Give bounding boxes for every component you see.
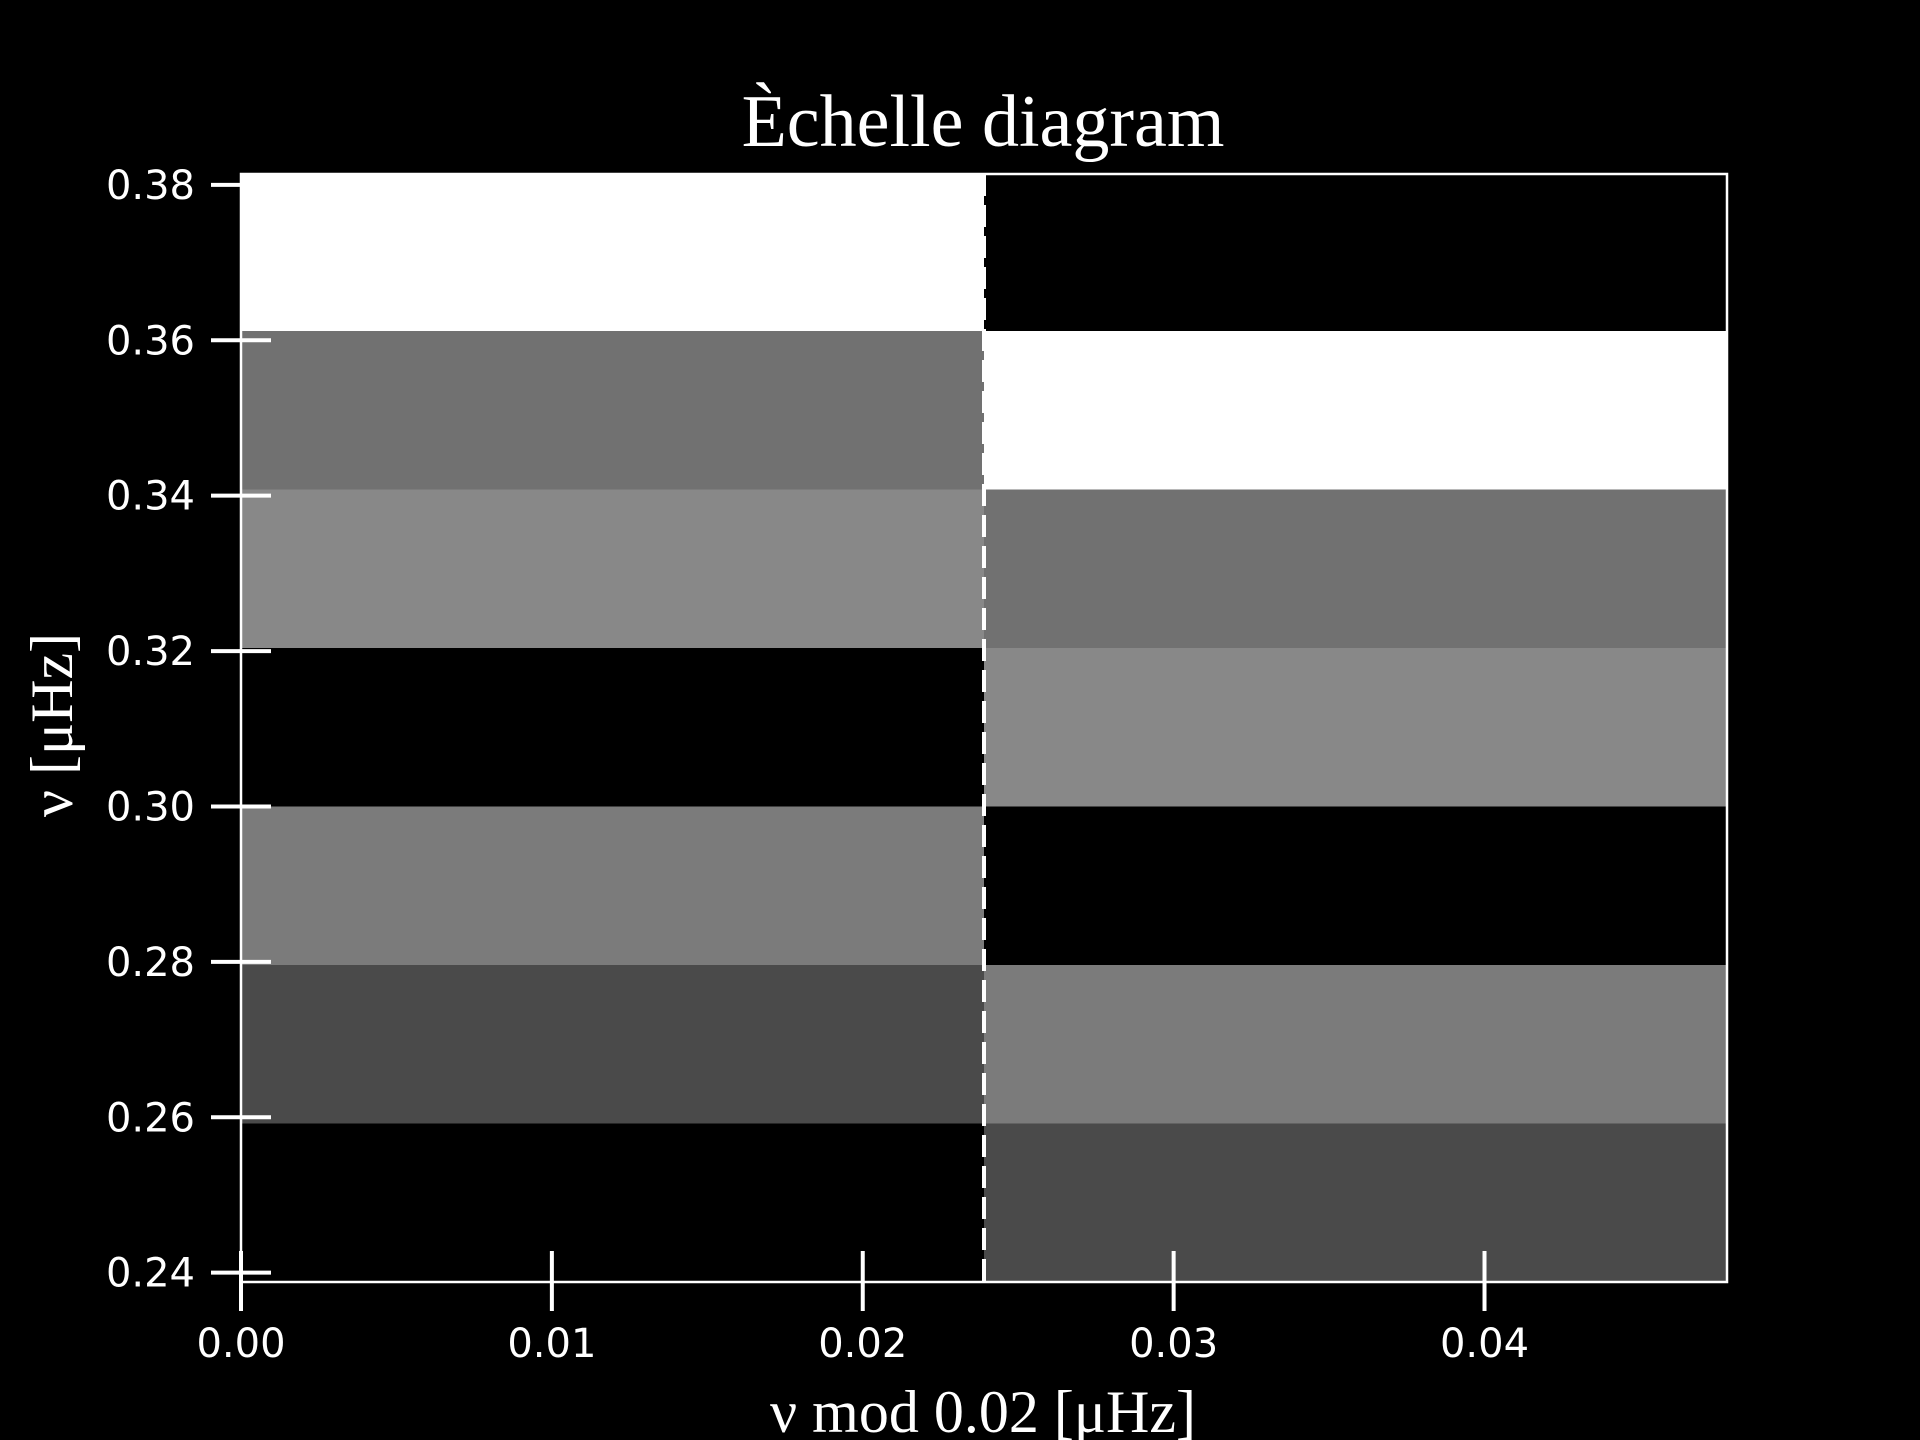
heatmap-cells (241, 174, 1727, 1282)
x-tick-label: 0.01 (507, 1321, 596, 1367)
y-tick-label: 0.32 (106, 629, 195, 675)
heatmap-cell (241, 647, 984, 807)
x-tick-label: 0.04 (1440, 1321, 1529, 1367)
chart-title: Èchelle diagram (742, 81, 1225, 163)
x-axis-ticks: 0.00 0.01 0.02 0.03 0.04 (196, 1251, 1529, 1367)
y-tick-label: 0.38 (106, 163, 195, 209)
x-tick-label: 0.02 (818, 1321, 907, 1367)
y-tick-label: 0.30 (106, 784, 195, 830)
y-tick-label: 0.26 (106, 1095, 195, 1141)
y-axis-label: ν [μHz] (19, 633, 85, 817)
y-tick-label: 0.24 (106, 1251, 195, 1297)
heatmap-cell (241, 1123, 984, 1282)
y-tick-label: 0.36 (106, 318, 195, 364)
heatmap-cell (241, 330, 984, 490)
heatmap-cell (984, 806, 1727, 965)
y-axis-ticks: 0.24 0.26 0.28 0.30 0.32 0.34 0.36 0.38 (106, 163, 271, 1297)
heatmap-cell (241, 806, 984, 965)
heatmap-cell (241, 174, 984, 331)
heatmap-cell (241, 964, 984, 1124)
heatmap-cell (984, 330, 1727, 490)
plot-frame (239, 172, 1729, 1284)
y-tick-label: 0.28 (106, 940, 195, 986)
heatmap-cell (984, 489, 1727, 648)
x-axis-label: ν mod 0.02 [μHz] (770, 1379, 1196, 1440)
x-tick-label: 0.03 (1129, 1321, 1218, 1367)
heatmap-cell (984, 1123, 1727, 1282)
y-tick-label: 0.34 (106, 474, 195, 520)
x-tick-label: 0.00 (196, 1321, 285, 1367)
heatmap-cell (984, 647, 1727, 807)
heatmap-cell (984, 964, 1727, 1124)
heatmap-cell (984, 174, 1727, 331)
heatmap-cell (241, 489, 984, 648)
